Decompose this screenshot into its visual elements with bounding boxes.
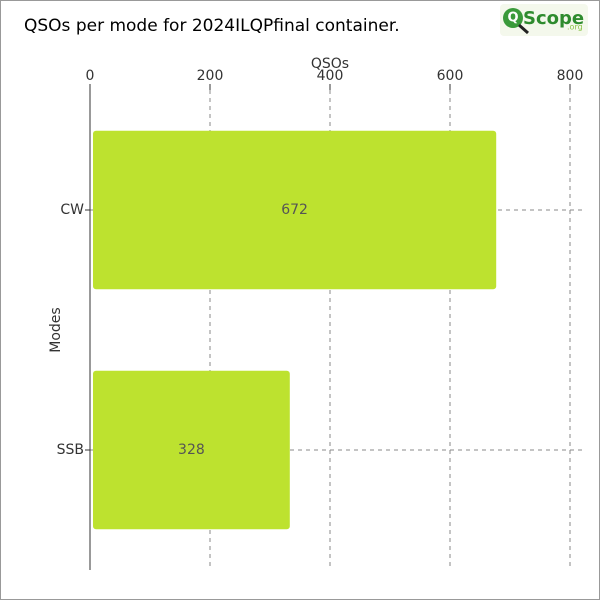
- x-tick-label: 0: [86, 68, 95, 84]
- value-label: 672: [281, 202, 308, 218]
- x-tick-label: 400: [317, 68, 344, 84]
- y-tick-label: SSB: [57, 442, 84, 458]
- logo-name: Scope: [523, 8, 584, 29]
- logo-domain: .org: [567, 23, 583, 32]
- x-axis-title: QSOs: [311, 56, 349, 72]
- x-tick-label: 800: [557, 68, 584, 84]
- value-label: 328: [178, 442, 205, 458]
- logo-mark: Q: [507, 11, 518, 26]
- logo-handle: [518, 23, 529, 35]
- chart-title: QSOs per mode for 2024ILQPfinal containe…: [24, 16, 400, 36]
- bar: [93, 370, 290, 530]
- x-tick-label: 200: [197, 68, 224, 84]
- y-tick-label: CW: [60, 202, 84, 218]
- logo: Q Scope .org: [500, 4, 588, 36]
- y-axis-title: Modes: [48, 307, 64, 352]
- logo-circle: [503, 8, 523, 28]
- x-tick-label: 600: [437, 68, 464, 84]
- bar: [93, 130, 497, 290]
